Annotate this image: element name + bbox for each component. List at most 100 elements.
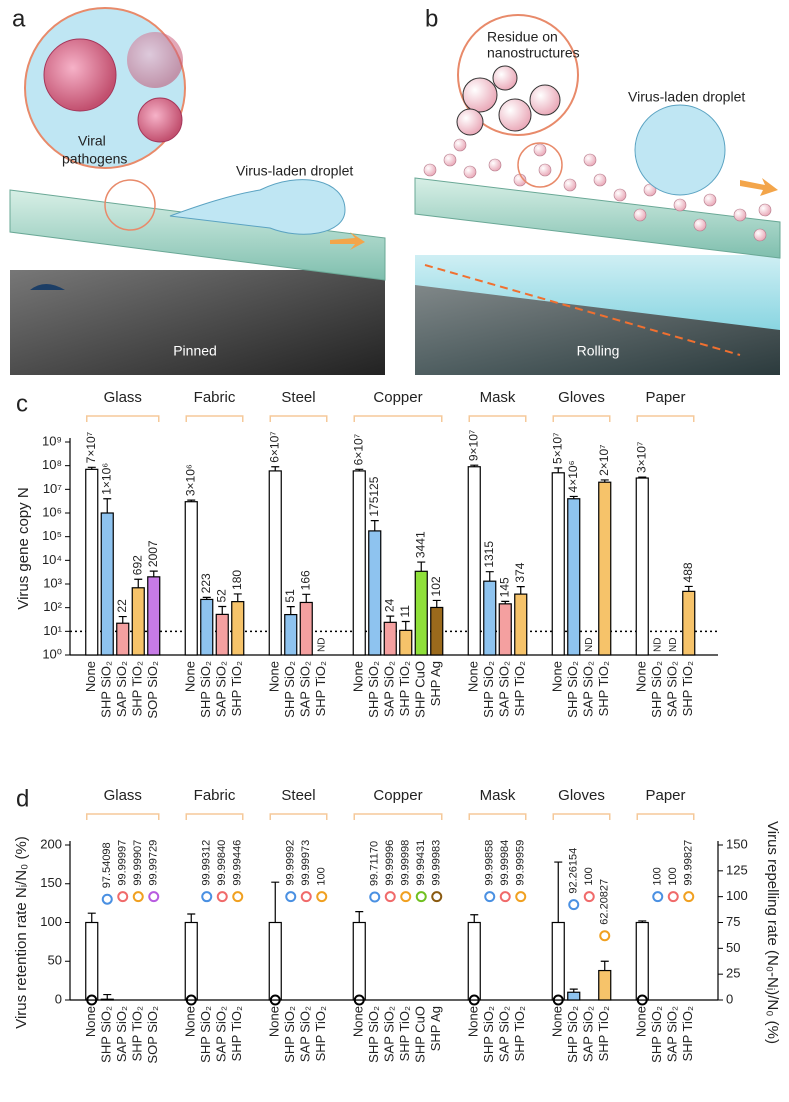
y2-tick-label: 50 xyxy=(726,940,740,955)
group-bracket xyxy=(86,415,160,422)
marker xyxy=(269,994,281,1006)
marker xyxy=(552,994,564,1006)
x-tick-label: SHP SiO₂ xyxy=(481,661,496,718)
group-bracket xyxy=(552,415,611,422)
x-tick-label: SHP Ag xyxy=(428,1006,443,1051)
marker xyxy=(216,891,228,903)
value-label: 99.99984 xyxy=(499,840,511,886)
virus xyxy=(43,38,117,112)
error-bar xyxy=(218,605,227,615)
x-tick-label: None xyxy=(634,661,649,692)
error-bar xyxy=(386,615,395,623)
value-label: 99.99431 xyxy=(415,840,427,886)
y-tick-label: 50 xyxy=(48,953,62,968)
error-bar xyxy=(638,920,647,923)
x-tick-label: SAP SiO₂ xyxy=(382,1006,397,1062)
x-tick-label: SAP SiO₂ xyxy=(665,661,680,717)
marker xyxy=(148,891,160,903)
x-tick-label: SHP SiO₂ xyxy=(649,661,664,718)
y-tick-label: 150 xyxy=(40,875,62,890)
value-label: 99.99729 xyxy=(148,840,160,886)
y-tick-label: 0 xyxy=(55,991,62,1006)
value-label: 99.99998 xyxy=(400,840,412,886)
value-label: 24 xyxy=(382,598,396,612)
error-bar xyxy=(417,561,426,572)
error-bar xyxy=(355,911,364,923)
x-tick-label: None xyxy=(351,661,366,692)
error-bar xyxy=(600,479,609,483)
bar xyxy=(184,921,198,1001)
x-tick-label: SAP SiO₂ xyxy=(497,661,512,717)
error-bar xyxy=(286,605,295,615)
nanostructures xyxy=(423,138,772,242)
group-label: Paper xyxy=(645,787,685,804)
value-label: 99.99840 xyxy=(216,840,228,886)
group-bracket xyxy=(468,813,527,820)
x-tick-label: None xyxy=(550,661,565,692)
value-label: 223 xyxy=(199,573,213,593)
x-tick-label: SAP SiO₂ xyxy=(382,661,397,717)
x-tick-label: SHP SiO₂ xyxy=(282,1006,297,1063)
group-bracket xyxy=(468,415,527,422)
error-bar xyxy=(401,620,410,631)
x-tick-label: None xyxy=(183,1006,198,1037)
bar xyxy=(85,921,99,1001)
bar xyxy=(352,470,366,656)
error-bar xyxy=(485,571,494,582)
value-label: 145 xyxy=(497,577,511,597)
value-label: 52 xyxy=(214,589,228,603)
group-label: Copper xyxy=(373,389,422,406)
x-tick-label: SHP TiO₂ xyxy=(229,661,244,716)
value-label: 488 xyxy=(681,562,695,582)
value-label: 99.99992 xyxy=(285,840,297,886)
group-label: Steel xyxy=(281,787,315,804)
value-label: 6×10⁷ xyxy=(351,434,365,465)
value-label: 5×10⁷ xyxy=(550,433,564,464)
group-bracket xyxy=(269,415,328,422)
x-tick-label: SHP TiO₂ xyxy=(596,661,611,716)
error-bar xyxy=(187,499,196,502)
trajectory xyxy=(424,264,741,356)
error-bar xyxy=(470,914,479,923)
x-tick-label: SHP TiO₂ xyxy=(130,661,145,716)
x-tick-label: SAP SiO₂ xyxy=(114,1006,129,1062)
droplet xyxy=(169,179,346,235)
y-tick-label: 10⁶ xyxy=(42,504,62,519)
illustration-label: Residue on xyxy=(487,29,558,45)
x-tick-label: SHP TiO₂ xyxy=(313,661,328,716)
group-bracket xyxy=(353,813,443,820)
bar xyxy=(635,921,649,1001)
x-tick-label: SAP SiO₂ xyxy=(114,661,129,717)
bar xyxy=(414,570,428,656)
y-tick-label: 10⁹ xyxy=(42,433,62,448)
marker xyxy=(652,891,664,903)
marker xyxy=(667,891,679,903)
error-bar xyxy=(271,881,280,923)
x-tick-label: SHP TiO₂ xyxy=(397,1006,412,1061)
group-label: Steel xyxy=(281,389,315,406)
panel-label: c xyxy=(16,390,28,417)
bar xyxy=(682,590,696,656)
value-label: ND xyxy=(652,638,663,652)
marker xyxy=(400,891,412,903)
value-label: 166 xyxy=(298,570,312,590)
group-label: Fabric xyxy=(194,389,236,406)
group-bracket xyxy=(353,415,443,422)
value-label: 7×10⁷ xyxy=(84,432,98,463)
arrow xyxy=(740,178,778,196)
y-tick-label: 200 xyxy=(40,836,62,851)
x-tick-label: SHP Ag xyxy=(428,661,443,706)
x-tick-label: SHP TiO₂ xyxy=(229,1006,244,1061)
value-label: 99.99446 xyxy=(232,840,244,886)
value-label: ND xyxy=(316,638,327,652)
x-tick-label: SAP SiO₂ xyxy=(298,661,313,717)
y-tick-label: 10³ xyxy=(43,575,62,590)
marker xyxy=(468,994,480,1006)
error-bar xyxy=(501,600,510,604)
value-label: 99.99312 xyxy=(201,840,213,886)
y2-axis-label: Virus repelling rate (N₀-Nᵢ)/N₀ (%) xyxy=(764,821,781,1044)
value-label: 4×10⁶ xyxy=(566,460,580,492)
error-bar xyxy=(103,498,112,513)
bar xyxy=(399,629,413,656)
x-tick-label: SAP SiO₂ xyxy=(581,661,596,717)
